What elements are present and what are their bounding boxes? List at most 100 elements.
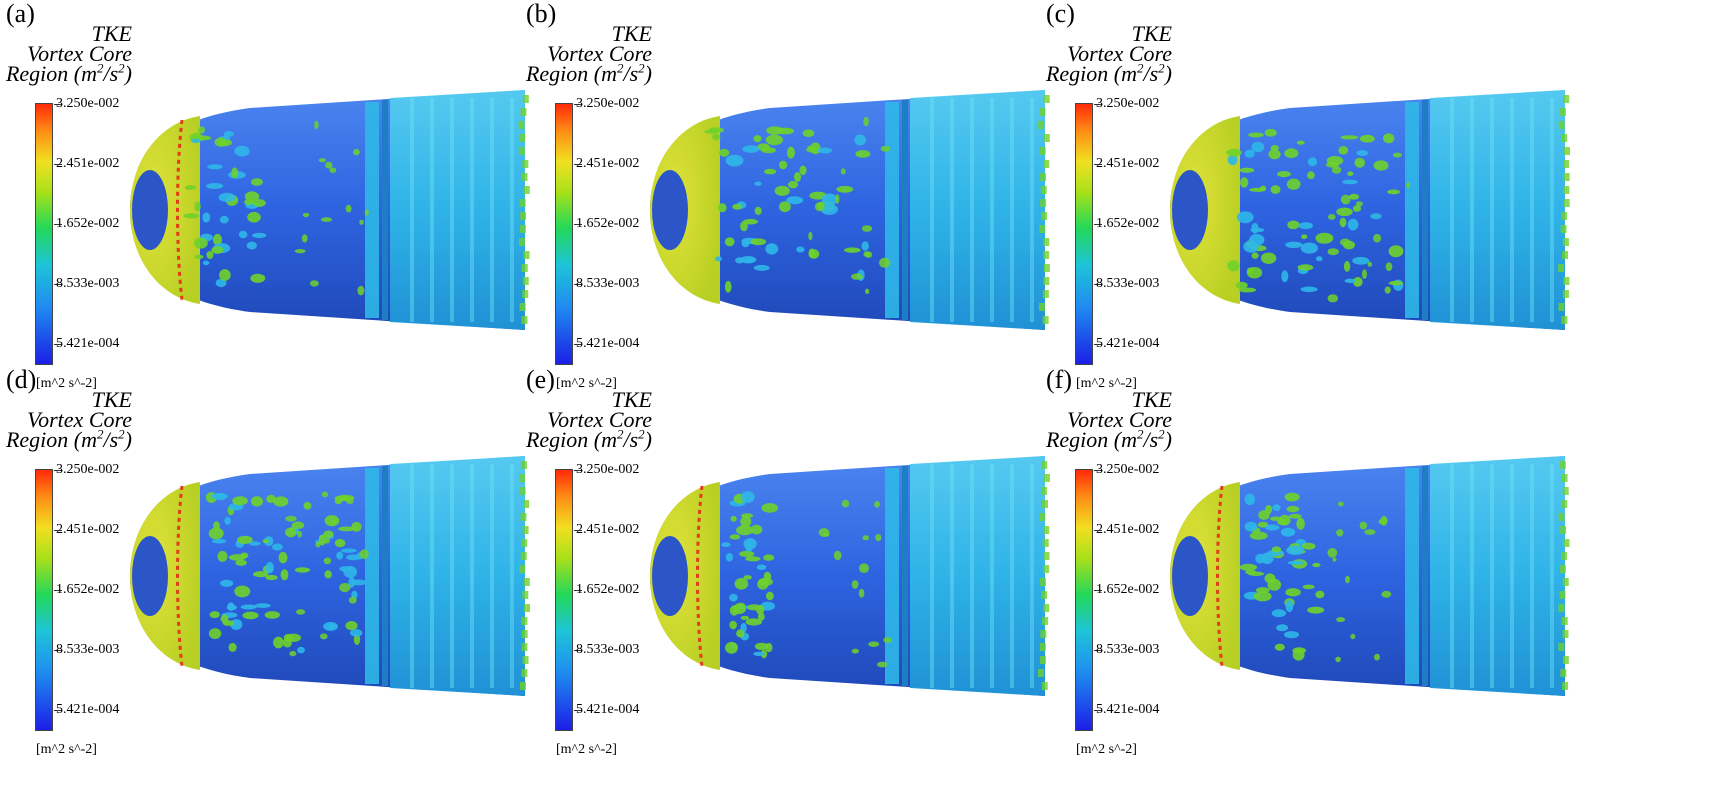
vortex-spot: [328, 624, 335, 631]
band-ripple: [430, 464, 434, 688]
colorbar-title: TKE Vortex Core Region (m2/s2): [520, 23, 652, 85]
band-ripple: [950, 464, 954, 688]
aft-fringe: [1561, 474, 1568, 482]
vortex-spot: [194, 254, 204, 259]
vortex-spot: [1352, 256, 1370, 265]
band-ripple: [1490, 98, 1494, 322]
colorbar-tick-label: 1.652e-002: [576, 582, 640, 597]
aft-fringe: [1558, 303, 1565, 311]
aft-fringe: [521, 264, 528, 272]
aft-fringe: [1562, 290, 1569, 298]
band-ripple: [450, 464, 454, 688]
vortex-spot: [1339, 217, 1347, 228]
vortex-spot: [237, 535, 253, 544]
aft-fringe: [1558, 121, 1565, 129]
vortex-spot: [753, 264, 770, 271]
high-tke-line: [176, 485, 184, 667]
aft-fringe: [1043, 264, 1050, 272]
vortex-spot: [1355, 201, 1363, 207]
vortex-spot: [289, 650, 297, 657]
aft-fringe: [1560, 669, 1567, 677]
vortex-spot: [1276, 624, 1289, 632]
aft-fringe: [520, 212, 527, 220]
colorbar-tick-label: 2.451e-002: [56, 156, 120, 171]
vortex-spot: [213, 521, 220, 531]
vortex-spot: [206, 251, 214, 259]
aft-fringe: [1562, 682, 1569, 690]
title-line: Vortex Core: [1067, 41, 1172, 66]
vortex-spot: [250, 178, 263, 186]
colorbar-tick-label: 1.652e-002: [576, 216, 640, 231]
band-ripple: [450, 98, 454, 322]
vortex-spot: [764, 168, 777, 175]
aft-fringe: [519, 199, 526, 207]
aft-fringe: [1560, 526, 1567, 534]
vortex-spot: [754, 642, 769, 651]
vortex-spot: [1350, 633, 1356, 640]
aft-fringe: [520, 461, 527, 469]
colorbar-tick: [54, 530, 62, 531]
aft-fringe: [520, 108, 527, 116]
aft-fringe: [1563, 147, 1570, 155]
vortex-spot: [324, 570, 332, 579]
vortex-spot: [851, 580, 859, 589]
band-ripple: [410, 464, 414, 688]
vortex-spot: [1385, 262, 1393, 272]
vortex-spot: [1300, 286, 1318, 293]
aft-fringe: [1041, 461, 1048, 469]
vortex-spot: [220, 579, 234, 587]
vortex-spot: [231, 167, 239, 179]
vortex-spot: [753, 135, 762, 143]
vortex-ring-edge: [902, 466, 908, 686]
vortex-spot: [724, 280, 732, 293]
vortex-spot: [787, 180, 799, 189]
vortex-spot: [1277, 171, 1291, 178]
vortex-spot: [1340, 238, 1351, 246]
vortex-spot: [211, 492, 228, 500]
vortex-spot: [224, 516, 231, 525]
vortex-spot: [285, 527, 297, 538]
projectile-render: [1170, 456, 1570, 696]
vortex-spot: [1367, 261, 1373, 267]
panel-b: (b) TKE Vortex Core Region (m2/s2) 3.250e-00…: [520, 0, 1080, 396]
colorbar: [1075, 469, 1093, 731]
vortex-spot: [1327, 248, 1339, 256]
vortex-spot: [247, 211, 261, 223]
vortex-spot: [1271, 609, 1287, 618]
vortex-spot: [1239, 563, 1258, 571]
colorbar-tick-label: 5.421e-004: [576, 702, 640, 717]
vortex-spot: [863, 116, 869, 127]
vortex-spot: [883, 637, 893, 643]
aft-fringe: [1558, 604, 1565, 612]
panel-c: (c) TKE Vortex Core Region (m2/s2) 3.250e-00…: [1040, 0, 1600, 396]
colorbar-tick-label: 3.250e-002: [576, 96, 640, 111]
vortex-spot: [818, 528, 830, 537]
colorbar-tick-label: 5.421e-004: [56, 702, 120, 717]
vortex-spot: [211, 246, 224, 254]
panel-label: (c): [1046, 0, 1075, 28]
aft-fringe: [1039, 643, 1046, 651]
colorbar-tick: [1094, 530, 1102, 531]
vortex-spot: [1296, 517, 1305, 530]
nose-tip: [652, 536, 688, 616]
aft-fringe: [1043, 526, 1050, 534]
vortex-spot: [1327, 294, 1339, 303]
panel-label: (d): [6, 365, 37, 394]
aft-fringe: [1043, 134, 1050, 142]
unit-label: [m^2 s^-2]: [556, 742, 617, 757]
band-ripple: [1530, 464, 1534, 688]
vortex-spot: [796, 246, 805, 253]
vortex-spot: [359, 219, 364, 225]
band-ripple: [410, 98, 414, 322]
colorbar-tick: [1094, 164, 1102, 165]
aft-fringe: [1039, 108, 1046, 116]
band-ripple: [1510, 98, 1514, 322]
vortex-spot: [1307, 606, 1325, 614]
vortex-spot: [206, 183, 224, 189]
colorbar-tick-label: 5.421e-004: [56, 336, 120, 351]
vortex-spot: [1312, 562, 1321, 568]
vortex-spot: [320, 633, 328, 640]
vortex-spot: [262, 539, 269, 544]
vortex-spot: [808, 231, 813, 241]
vortex-spot: [756, 564, 767, 570]
